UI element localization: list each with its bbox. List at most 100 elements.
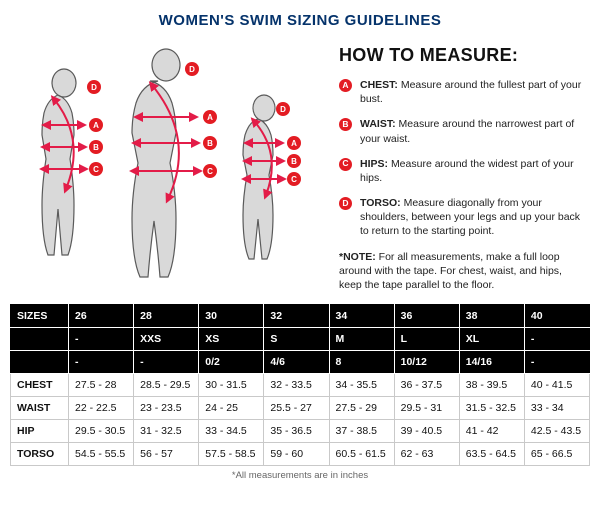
table-cell: 59 - 60 bbox=[264, 443, 329, 466]
table-header-cell: 40 bbox=[524, 305, 589, 328]
table-cell: 65 - 66.5 bbox=[524, 443, 589, 466]
page-title: WOMEN'S SWIM SIZING GUIDELINES bbox=[10, 12, 590, 29]
measure-waist: B WAIST: Measure around the narrowest pa… bbox=[339, 117, 584, 145]
measure-torso-label: TORSO: bbox=[360, 197, 401, 209]
table-cell: 29.5 - 31 bbox=[394, 397, 459, 420]
table-header-cell: SIZES bbox=[11, 305, 69, 328]
table-cell: CHEST bbox=[11, 374, 69, 397]
svg-text:A: A bbox=[93, 121, 99, 130]
svg-text:C: C bbox=[93, 165, 99, 174]
table-header-cell: 34 bbox=[329, 305, 394, 328]
table-header-cell bbox=[11, 328, 69, 351]
table-cell: 40 - 41.5 bbox=[524, 374, 589, 397]
figure-tall-center bbox=[132, 49, 198, 277]
table-header-cell: 38 bbox=[459, 305, 524, 328]
table-cell: 27.5 - 28 bbox=[69, 374, 134, 397]
svg-text:D: D bbox=[280, 105, 286, 114]
figure-small-right bbox=[243, 95, 282, 259]
table-cell: 63.5 - 64.5 bbox=[459, 443, 524, 466]
badge-c-icon: C bbox=[339, 158, 352, 171]
figure-small-left bbox=[42, 69, 84, 255]
table-header-cell: 26 bbox=[69, 305, 134, 328]
table-header-cell bbox=[11, 351, 69, 374]
svg-text:D: D bbox=[189, 65, 195, 74]
table-header-cell: - bbox=[69, 351, 134, 374]
table-header-cell: 4/6 bbox=[264, 351, 329, 374]
table-header-cell: M bbox=[329, 328, 394, 351]
table-cell: WAIST bbox=[11, 397, 69, 420]
svg-text:B: B bbox=[207, 139, 213, 148]
table-row: HIP29.5 - 30.531 - 32.533 - 34.535 - 36.… bbox=[11, 420, 590, 443]
table-cell: 29.5 - 30.5 bbox=[69, 420, 134, 443]
svg-text:A: A bbox=[291, 139, 297, 148]
table-header-cell: - bbox=[524, 328, 589, 351]
table-cell: 22 - 22.5 bbox=[69, 397, 134, 420]
table-header-cell: XL bbox=[459, 328, 524, 351]
svg-text:C: C bbox=[207, 167, 213, 176]
table-header-cell: 30 bbox=[199, 305, 264, 328]
badge-d-icon: D bbox=[339, 197, 352, 210]
footnote: *All measurements are in inches bbox=[10, 470, 590, 481]
measure-chest-label: CHEST: bbox=[360, 79, 398, 91]
svg-text:C: C bbox=[291, 175, 297, 184]
table-header-cell: - bbox=[524, 351, 589, 374]
table-cell: 25.5 - 27 bbox=[264, 397, 329, 420]
table-header-cell: S bbox=[264, 328, 329, 351]
measure-hips: C HIPS: Measure around the widest part o… bbox=[339, 157, 584, 185]
svg-text:B: B bbox=[291, 157, 297, 166]
table-header-cell: 32 bbox=[264, 305, 329, 328]
table-header-cell: L bbox=[394, 328, 459, 351]
howto-heading: HOW TO MEASURE: bbox=[339, 45, 584, 66]
table-cell: 56 - 57 bbox=[134, 443, 199, 466]
table-cell: 38 - 39.5 bbox=[459, 374, 524, 397]
table-cell: TORSO bbox=[11, 443, 69, 466]
table-cell: 33 - 34.5 bbox=[199, 420, 264, 443]
table-cell: 23 - 23.5 bbox=[134, 397, 199, 420]
table-header-cell: XXS bbox=[134, 328, 199, 351]
table-cell: 32 - 33.5 bbox=[264, 374, 329, 397]
table-cell: 28.5 - 29.5 bbox=[134, 374, 199, 397]
table-header-cell: 0/2 bbox=[199, 351, 264, 374]
table-header-cell: 36 bbox=[394, 305, 459, 328]
badge-b-icon: B bbox=[339, 118, 352, 131]
body-figures-diagram: D A B C D A B C D bbox=[16, 39, 321, 284]
table-row: WAIST22 - 22.523 - 23.524 - 2525.5 - 272… bbox=[11, 397, 590, 420]
measure-waist-label: WAIST: bbox=[360, 118, 396, 130]
table-cell: 30 - 31.5 bbox=[199, 374, 264, 397]
table-cell: 34 - 35.5 bbox=[329, 374, 394, 397]
svg-text:D: D bbox=[91, 83, 97, 92]
table-cell: 62 - 63 bbox=[394, 443, 459, 466]
measure-hips-label: HIPS: bbox=[360, 158, 388, 170]
table-cell: 33 - 34 bbox=[524, 397, 589, 420]
table-cell: 39 - 40.5 bbox=[394, 420, 459, 443]
upper-section: D A B C D A B C D bbox=[10, 39, 590, 292]
svg-text:B: B bbox=[93, 143, 99, 152]
table-cell: HIP bbox=[11, 420, 69, 443]
table-cell: 54.5 - 55.5 bbox=[69, 443, 134, 466]
table-cell: 60.5 - 61.5 bbox=[329, 443, 394, 466]
measure-chest: A CHEST: Measure around the fullest part… bbox=[339, 78, 584, 106]
table-cell: 31 - 32.5 bbox=[134, 420, 199, 443]
table-header-cell: 8 bbox=[329, 351, 394, 374]
table-cell: 31.5 - 32.5 bbox=[459, 397, 524, 420]
table-cell: 36 - 37.5 bbox=[394, 374, 459, 397]
table-header-cell: 10/12 bbox=[394, 351, 459, 374]
table-cell: 41 - 42 bbox=[459, 420, 524, 443]
table-cell: 35 - 36.5 bbox=[264, 420, 329, 443]
svg-text:A: A bbox=[207, 113, 213, 122]
measure-hips-text: Measure around the widest part of your h… bbox=[360, 158, 574, 184]
measure-torso: D TORSO: Measure diagonally from your sh… bbox=[339, 196, 584, 239]
table-cell: 42.5 - 43.5 bbox=[524, 420, 589, 443]
table-cell: 57.5 - 58.5 bbox=[199, 443, 264, 466]
size-table-body: CHEST27.5 - 2828.5 - 29.530 - 31.532 - 3… bbox=[11, 374, 590, 466]
badge-a-icon: A bbox=[339, 79, 352, 92]
how-to-measure-panel: HOW TO MEASURE: A CHEST: Measure around … bbox=[339, 39, 584, 292]
size-table: SIZES2628303234363840-XXSXSSMLXL---0/24/… bbox=[10, 304, 590, 466]
table-cell: 37 - 38.5 bbox=[329, 420, 394, 443]
table-header-cell: XS bbox=[199, 328, 264, 351]
table-header-cell: - bbox=[69, 328, 134, 351]
table-row: TORSO54.5 - 55.556 - 5757.5 - 58.559 - 6… bbox=[11, 443, 590, 466]
table-header-cell: 28 bbox=[134, 305, 199, 328]
table-row: CHEST27.5 - 2828.5 - 29.530 - 31.532 - 3… bbox=[11, 374, 590, 397]
table-header-cell: - bbox=[134, 351, 199, 374]
